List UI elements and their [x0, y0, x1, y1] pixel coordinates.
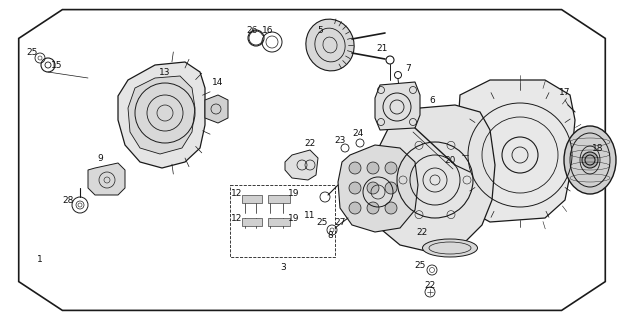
Circle shape: [349, 162, 361, 174]
Text: 3: 3: [280, 263, 286, 273]
Circle shape: [582, 152, 598, 168]
Text: 12: 12: [232, 213, 243, 222]
Text: 20: 20: [444, 156, 456, 164]
Circle shape: [367, 182, 379, 194]
Circle shape: [349, 182, 361, 194]
Text: 13: 13: [159, 68, 171, 76]
Text: 5: 5: [317, 26, 323, 35]
Polygon shape: [118, 62, 205, 168]
Circle shape: [349, 202, 361, 214]
Ellipse shape: [564, 126, 616, 194]
Circle shape: [385, 182, 397, 194]
Text: 8: 8: [327, 230, 333, 239]
Text: 17: 17: [559, 87, 571, 97]
Polygon shape: [375, 82, 420, 130]
Polygon shape: [338, 145, 418, 232]
Polygon shape: [19, 10, 605, 310]
Text: 11: 11: [305, 211, 316, 220]
Bar: [242, 195, 262, 203]
Text: 19: 19: [288, 188, 300, 197]
Circle shape: [367, 202, 379, 214]
Text: 21: 21: [376, 44, 388, 52]
Text: 22: 22: [416, 228, 427, 236]
Circle shape: [385, 162, 397, 174]
Text: 18: 18: [592, 143, 604, 153]
Text: 6: 6: [429, 95, 435, 105]
Text: 14: 14: [212, 77, 223, 86]
Text: 22: 22: [305, 139, 316, 148]
Text: 12: 12: [232, 188, 243, 197]
Ellipse shape: [422, 239, 477, 257]
Text: 19: 19: [288, 213, 300, 222]
Bar: [268, 218, 290, 226]
Polygon shape: [375, 105, 495, 252]
Text: 23: 23: [334, 135, 346, 145]
Bar: [268, 195, 290, 203]
Polygon shape: [285, 150, 318, 180]
Text: 9: 9: [97, 154, 103, 163]
Polygon shape: [455, 80, 575, 222]
Polygon shape: [128, 76, 195, 154]
Text: 7: 7: [405, 63, 411, 73]
Text: 15: 15: [51, 60, 63, 69]
Text: 1: 1: [37, 255, 43, 265]
Text: 25: 25: [26, 47, 37, 57]
Circle shape: [367, 162, 379, 174]
Text: 25: 25: [316, 218, 328, 227]
Text: 26: 26: [246, 26, 258, 35]
Polygon shape: [205, 95, 228, 123]
Text: 22: 22: [424, 281, 436, 290]
Text: 16: 16: [262, 26, 274, 35]
Bar: [242, 218, 262, 226]
Circle shape: [385, 202, 397, 214]
Text: 25: 25: [414, 260, 426, 269]
Text: 28: 28: [62, 196, 74, 204]
Text: 24: 24: [353, 129, 364, 138]
Text: 27: 27: [334, 218, 346, 227]
Polygon shape: [88, 163, 125, 195]
Ellipse shape: [306, 19, 354, 71]
